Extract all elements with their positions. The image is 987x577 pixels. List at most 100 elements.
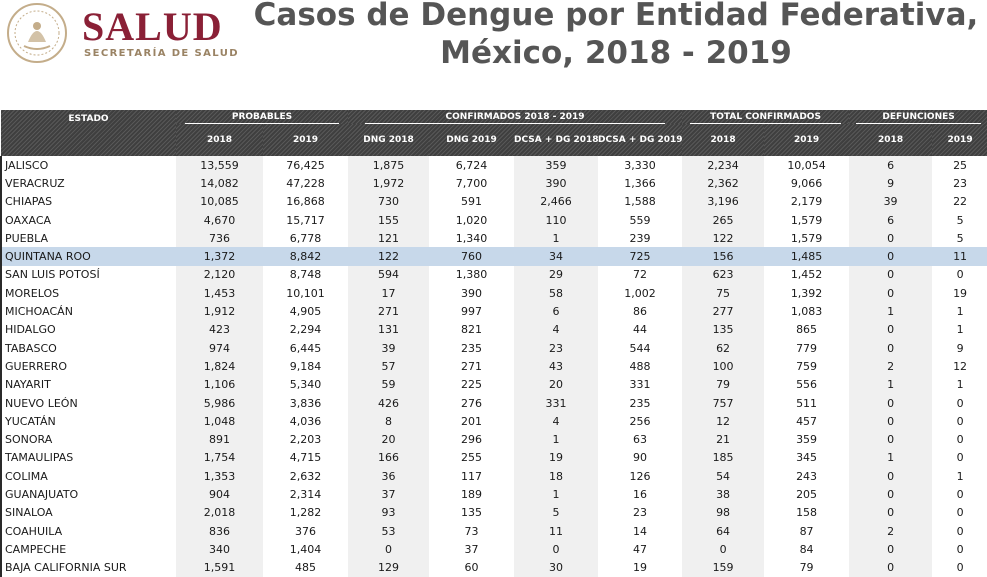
value-cell: 12: [953, 359, 968, 373]
value-cell: 4,905: [289, 305, 322, 319]
value-cell: 340: [176, 540, 263, 559]
value-cell: 16,868: [286, 195, 325, 209]
value-cell: 5,986: [176, 393, 263, 413]
value-cell: 159: [682, 558, 765, 577]
value-cell: 1: [956, 323, 964, 337]
subheader-cell: DNG 2019: [429, 124, 515, 156]
value-cell: 559: [629, 213, 651, 227]
value-cell: 7,700: [455, 176, 488, 190]
value-cell: 4,670: [176, 210, 263, 230]
value-cell: 865: [796, 323, 818, 337]
value-cell: 54: [682, 467, 765, 486]
value-cell: 760: [429, 247, 515, 266]
table-row: MICHOACÁN 1,912 4,905 271 997 6 86 277 1,083 1 1: [0, 302, 987, 321]
value-cell: 457: [796, 414, 818, 428]
estado-cell: NAYARIT: [0, 375, 176, 394]
value-cell: 0: [849, 247, 933, 266]
value-cell: 9: [849, 174, 933, 193]
value-cell: 98: [682, 503, 765, 522]
table-row: COLIMA 1,353 2,632 36 117 18 126 54 243 0 1: [0, 467, 987, 486]
value-cell: 185: [682, 448, 765, 468]
value-cell: 131: [348, 320, 430, 339]
table-row: OAXACA 4,670 15,717 155 1,020 110 559 265 1,579 6…: [0, 210, 987, 230]
table-header: ESTADO PROBABLES CONFIRMADOS 2018 - 2019…: [1, 110, 987, 156]
value-cell: 0: [956, 396, 964, 410]
estado-cell: SONORA: [0, 430, 176, 449]
value-cell: 135: [682, 320, 765, 339]
value-cell: 30: [514, 558, 599, 577]
value-cell: 1,453: [176, 284, 263, 303]
value-cell: 1,106: [176, 375, 263, 394]
value-cell: 0: [849, 284, 933, 303]
value-cell: 25: [953, 158, 968, 172]
table-row: NAYARIT 1,106 5,340 59 225 20 331 79 556 1 1: [0, 375, 987, 394]
subheader-cell: DNG 2018: [348, 124, 430, 156]
value-cell: 4,036: [289, 414, 322, 428]
subheader-cell: 2019: [263, 124, 349, 156]
value-cell: 0: [956, 524, 964, 538]
estado-cell: NUEVO LEÓN: [0, 393, 176, 413]
value-cell: 1: [514, 430, 599, 449]
estado-cell: SINALOA: [0, 503, 176, 522]
value-cell: 73: [464, 524, 479, 538]
value-cell: 0: [849, 229, 933, 248]
value-cell: 821: [461, 323, 483, 337]
value-cell: 23: [633, 506, 648, 520]
value-cell: 43: [514, 357, 599, 376]
value-cell: 189: [461, 487, 483, 501]
estado-cell: MICHOACÁN: [0, 302, 176, 321]
value-cell: 47: [633, 542, 648, 556]
value-cell: 166: [348, 448, 430, 468]
table-row: VERACRUZ 14,082 47,228 1,972 7,700 390 1,366 2,…: [0, 174, 987, 193]
value-cell: 4: [514, 320, 599, 339]
value-cell: 904: [176, 485, 263, 504]
value-cell: 2,179: [790, 195, 823, 209]
value-cell: 225: [461, 378, 483, 392]
value-cell: 1,353: [176, 467, 263, 486]
subheader-cell: 2018: [682, 124, 765, 156]
value-cell: 1,020: [455, 213, 488, 227]
value-cell: 1: [849, 375, 933, 394]
value-cell: 12: [682, 412, 765, 431]
value-cell: 60: [464, 561, 479, 575]
table-row: TAMAULIPAS 1,754 4,715 166 255 19 90 185 345 1 0: [0, 448, 987, 468]
group-header-probables: PROBABLES: [176, 110, 349, 124]
value-cell: 19: [633, 561, 648, 575]
value-cell: 6,724: [455, 158, 488, 172]
value-cell: 0: [956, 414, 964, 428]
value-cell: 1,579: [790, 213, 823, 227]
value-cell: 14,082: [176, 174, 263, 193]
value-cell: 0: [849, 503, 933, 522]
subheader-row: 2018 2019 DNG 2018 DNG 2019 DCSA + DG 2018 DC…: [1, 124, 987, 156]
subheader-cell: 2019: [932, 124, 987, 156]
value-cell: 3,836: [289, 396, 322, 410]
value-cell: 2: [849, 521, 933, 541]
table-row: COAHUILA 836 376 53 73 11 14 64 87 2 0: [0, 521, 987, 541]
value-cell: 19: [953, 286, 968, 300]
value-cell: 14: [633, 524, 648, 538]
value-cell: 19: [514, 448, 599, 468]
value-cell: 1,875: [348, 156, 430, 175]
value-cell: 2,120: [176, 265, 263, 285]
value-cell: 39: [849, 192, 933, 211]
value-cell: 836: [176, 521, 263, 541]
value-cell: 201: [461, 414, 483, 428]
value-cell: 8,748: [289, 268, 322, 282]
group-header-defunciones: DEFUNCIONES: [849, 110, 987, 124]
value-cell: 5: [956, 213, 964, 227]
value-cell: 488: [629, 359, 651, 373]
estado-header: ESTADO: [1, 110, 176, 156]
value-cell: 135: [461, 506, 483, 520]
value-cell: 277: [682, 302, 765, 321]
group-header-confirmados: CONFIRMADOS 2018 - 2019: [348, 110, 683, 124]
value-cell: 11: [932, 247, 987, 266]
estado-cell: TABASCO: [0, 338, 176, 358]
value-cell: 4,715: [289, 451, 322, 465]
value-cell: 59: [348, 375, 430, 394]
salud-logo: SALUD SECRETARÍA DE SALUD: [6, 2, 238, 66]
group-header-total-confirmados: TOTAL CONFIRMADOS: [682, 110, 850, 124]
value-cell: 6,778: [289, 231, 322, 245]
value-cell: 22: [953, 195, 968, 209]
value-cell: 21: [682, 430, 765, 449]
value-cell: 0: [849, 393, 933, 413]
